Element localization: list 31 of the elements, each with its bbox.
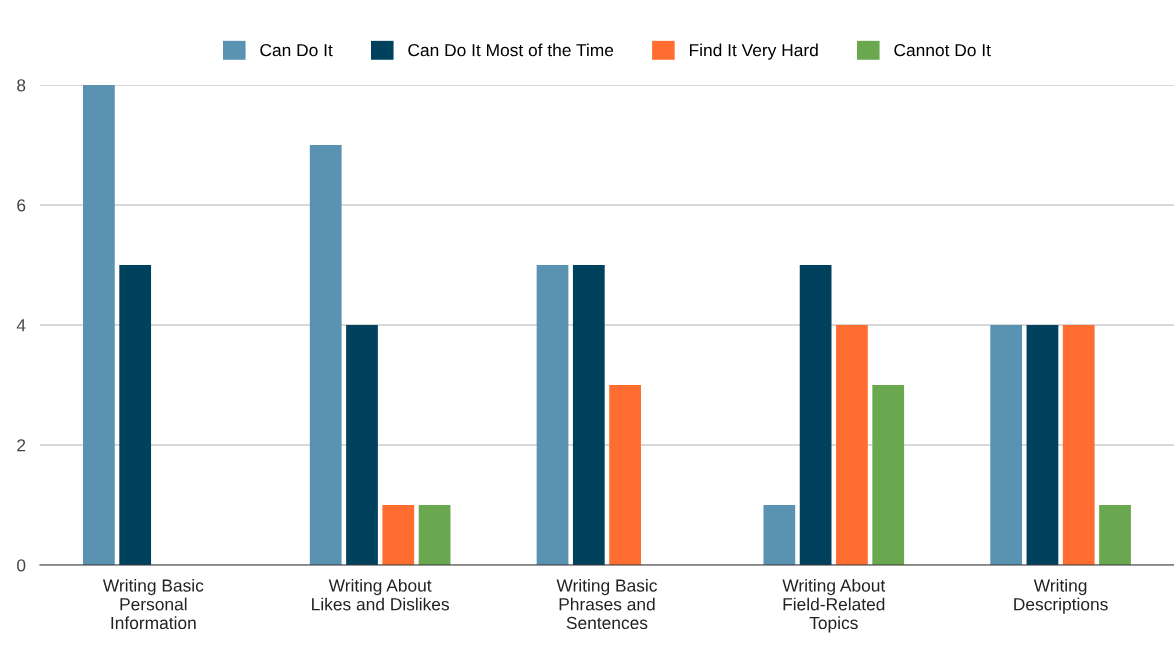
bar [609,385,641,566]
bar [119,265,152,566]
legend-label: Cannot Do It [894,44,991,57]
y-tick-label: 0 [17,559,26,572]
bar [418,505,451,566]
bar [1099,505,1131,566]
x-tick-label: Writing About Likes and Dislikes [312,578,449,611]
bar [836,325,868,566]
bar [1062,325,1095,566]
bar [990,325,1023,566]
y-tick-label: 2 [17,439,26,452]
x-tick-label: Writing Descriptions [1014,578,1108,614]
x-tick-label: Writing Basic Personal Information [102,578,204,630]
bar [872,385,905,566]
bar [346,325,378,566]
bar [536,265,569,566]
bar [799,265,832,566]
bar [83,84,115,566]
legend-label: Can Do It [260,44,333,57]
bar [1026,325,1059,566]
x-tick-label: Writing Basic Phrases and Sentences [556,578,657,630]
legend-label: Can Do It Most of the Time [408,43,614,57]
bar [763,505,796,566]
bar [309,145,342,566]
y-tick-label: 8 [17,79,26,92]
x-tick-label: Writing About Field-Related Topics [782,578,886,633]
y-tick-label: 6 [17,199,26,212]
y-tick-label: 4 [16,319,26,332]
bar [382,505,415,566]
bar [572,265,605,566]
legend-label: Find It Very Hard [689,43,818,60]
